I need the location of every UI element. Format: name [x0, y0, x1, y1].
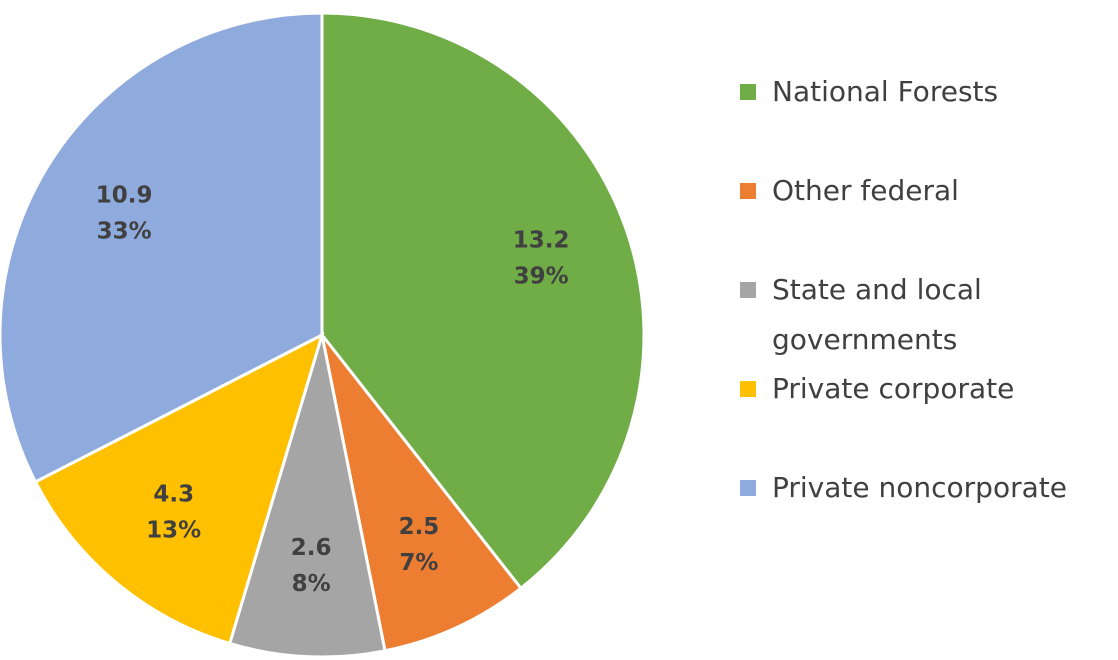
legend-swatch — [740, 480, 756, 496]
percent-label: 8% — [292, 571, 331, 597]
data-label: 4.3 — [153, 482, 194, 508]
legend-item: National Forests — [740, 67, 1110, 117]
data-label: 2.5 — [399, 514, 440, 540]
pie-slice — [227, 334, 387, 659]
legend-label: State and local governments — [772, 273, 982, 356]
data-label: 10.9 — [96, 183, 153, 209]
percent-label: 33% — [97, 219, 152, 245]
legend-swatch — [740, 282, 756, 298]
legend-item: Private corporate — [740, 364, 1110, 414]
data-label: 13.2 — [513, 228, 570, 254]
legend-item: Other federal — [740, 166, 1110, 216]
pie-slice — [33, 332, 325, 646]
pie-slice — [320, 334, 524, 653]
legend-item: Private noncorporate — [740, 463, 1110, 513]
legend-swatch — [740, 84, 756, 100]
data-label: 2.6 — [291, 535, 332, 561]
legend-label: Private corporate — [772, 372, 1015, 405]
legend-swatch — [740, 183, 756, 199]
legend-label: National Forests — [772, 75, 999, 108]
percent-label: 39% — [514, 264, 569, 290]
legend-item: State and local governments — [740, 265, 1110, 365]
percent-label: 7% — [399, 550, 438, 576]
legend-label: Other federal — [772, 174, 959, 207]
legend-label: Private noncorporate — [772, 471, 1067, 504]
percent-label: 13% — [146, 518, 201, 544]
pie-slice — [320, 11, 646, 591]
pie-slice — [0, 11, 324, 484]
pie: 13.2 39% 2.5 7% 2.6 8% 4.3 13% 10.9 33% — [0, 11, 646, 659]
legend-swatch — [740, 381, 756, 397]
